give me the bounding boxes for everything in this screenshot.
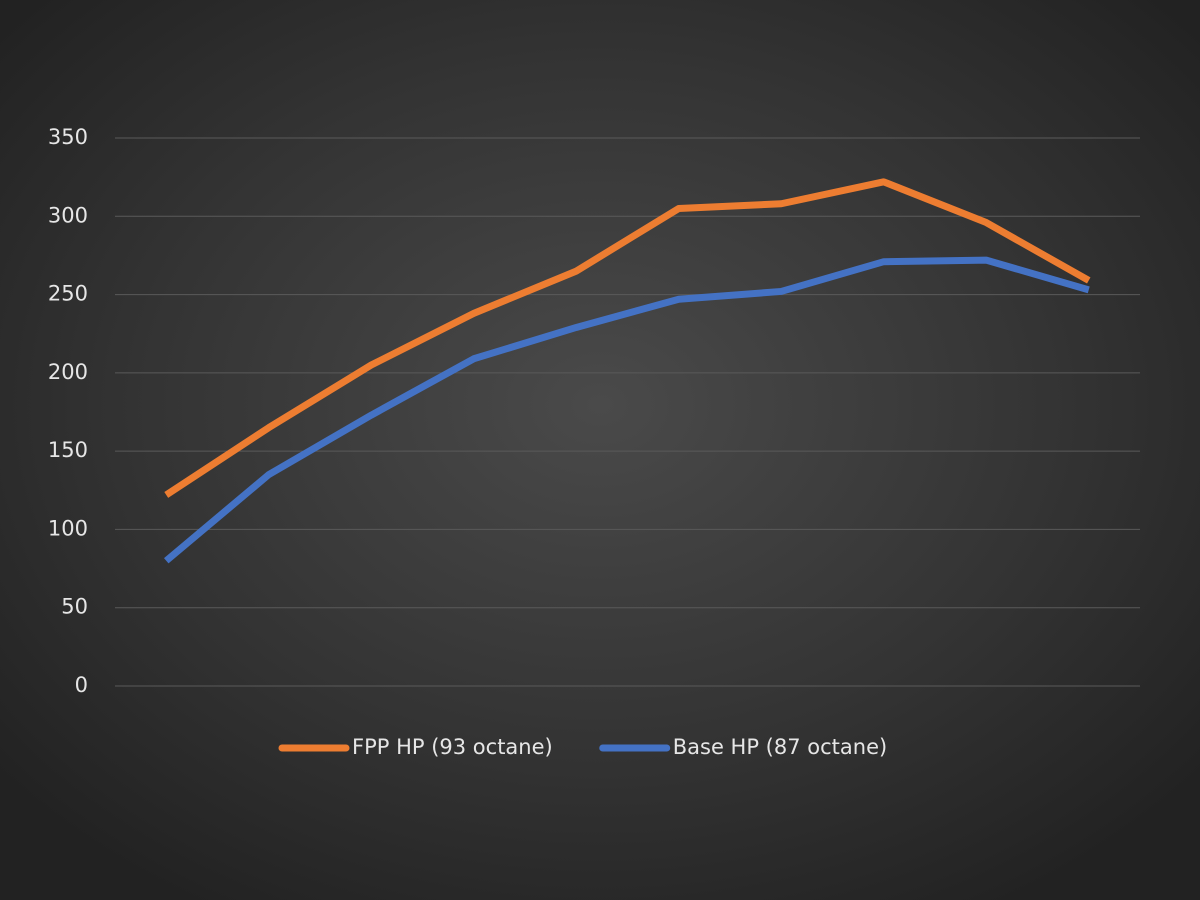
y-tick-label: 250 — [48, 282, 88, 306]
y-tick-label: 150 — [48, 438, 88, 462]
y-tick-label: 100 — [48, 516, 88, 540]
y-tick-label: 200 — [48, 360, 88, 384]
legend-label: Base HP (87 octane) — [673, 735, 887, 759]
legend-label: FPP HP (93 octane) — [352, 735, 553, 759]
y-tick-label: 350 — [48, 125, 88, 149]
y-tick-label: 0 — [75, 673, 88, 697]
y-tick-label: 50 — [61, 595, 88, 619]
y-tick-label: 300 — [48, 203, 88, 227]
data-line — [164, 178, 1091, 498]
data-line — [163, 256, 1090, 564]
